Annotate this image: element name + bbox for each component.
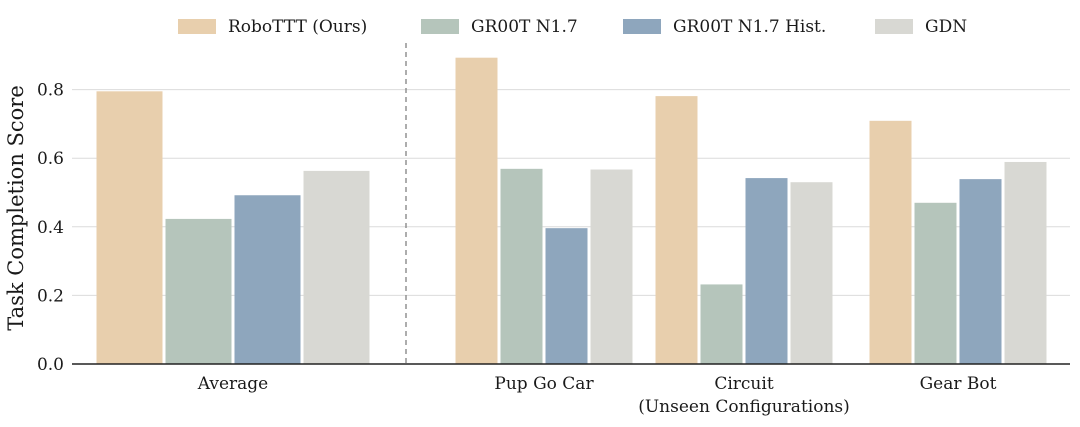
y-tick-label: 0.6 xyxy=(37,149,64,169)
bar xyxy=(303,170,370,364)
bar xyxy=(745,178,788,364)
bar xyxy=(165,218,232,364)
bar xyxy=(590,169,633,364)
x-tick-sublabel: (Unseen Configurations) xyxy=(638,397,850,417)
y-tick-label: 0.8 xyxy=(37,81,64,101)
bars xyxy=(96,57,1047,365)
bar xyxy=(234,195,301,364)
y-axis-title: Task Completion Score xyxy=(4,85,28,331)
axes: 0.0 0.2 0.4 0.6 0.8 Average Pup Go Car Circuit (… xyxy=(37,43,1070,417)
x-tick-label: Gear Bot xyxy=(920,374,997,394)
x-tick-label: Circuit xyxy=(714,374,773,394)
x-tick-label: Pup Go Car xyxy=(494,374,594,394)
legend-label: RoboTTT (Ours) xyxy=(228,17,367,37)
legend-swatch xyxy=(623,19,661,34)
bar xyxy=(790,182,833,364)
bar xyxy=(500,168,543,364)
bar xyxy=(869,120,912,364)
bar xyxy=(545,228,588,364)
legend-label: GR00T N1.7 xyxy=(471,17,578,37)
bar xyxy=(455,57,498,365)
y-tick-label: 0.2 xyxy=(37,286,64,306)
bar xyxy=(96,91,163,364)
bar xyxy=(700,284,743,364)
legend: RoboTTT (Ours) GR00T N1.7 GR00T N1.7 Hist.… xyxy=(178,17,967,37)
bar xyxy=(914,202,957,364)
legend-swatch xyxy=(178,19,216,34)
legend-swatch xyxy=(421,19,459,34)
legend-label: GDN xyxy=(925,17,967,37)
bar xyxy=(1004,161,1047,364)
y-tick-label: 0.4 xyxy=(37,218,64,238)
legend-label: GR00T N1.7 Hist. xyxy=(673,17,826,37)
x-tick-label: Average xyxy=(197,374,268,394)
bar xyxy=(655,96,698,364)
legend-swatch xyxy=(875,19,913,34)
y-tick-label: 0.0 xyxy=(37,355,64,375)
bar xyxy=(959,179,1002,364)
